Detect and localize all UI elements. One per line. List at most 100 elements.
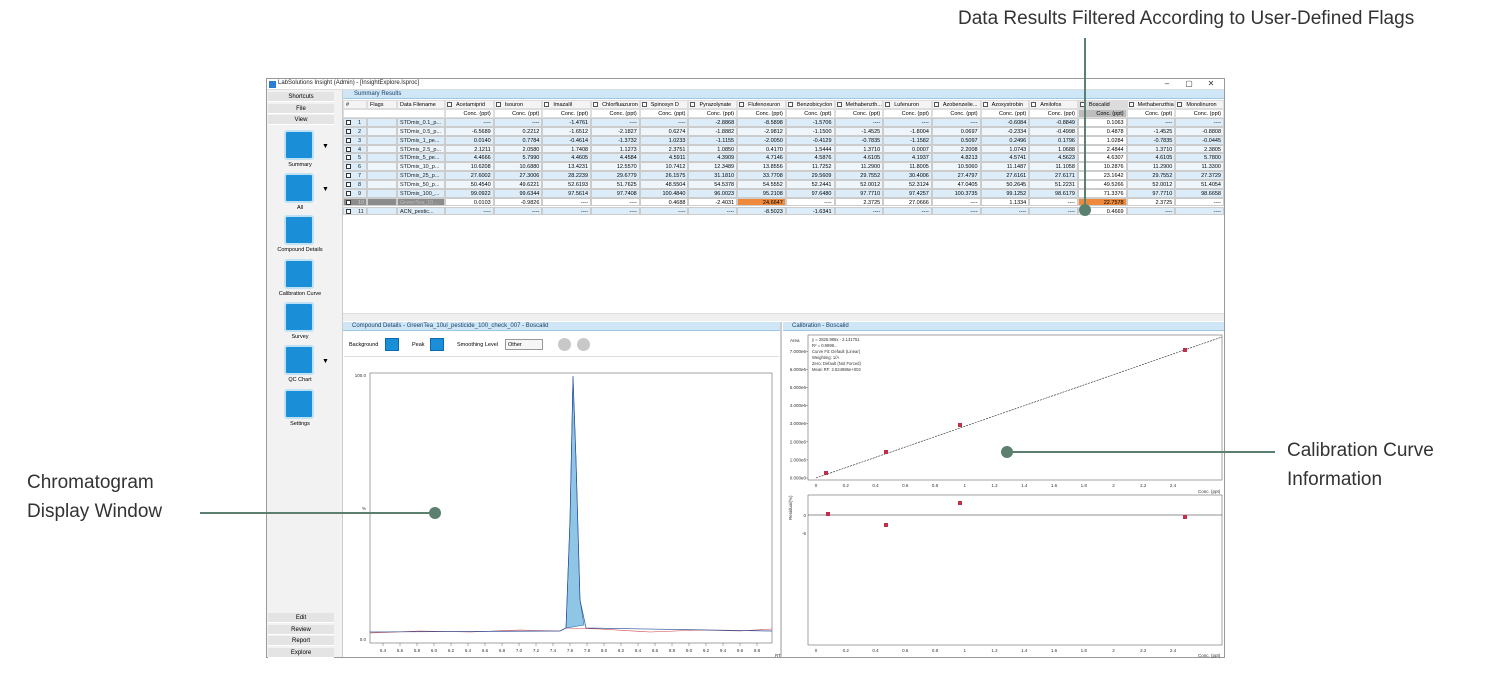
x-tick-label: 1.6 bbox=[1051, 483, 1058, 488]
value-cell: 52.6193 bbox=[542, 179, 592, 189]
smoothing-dropdown[interactable]: Other bbox=[505, 339, 543, 350]
value-cell: 27.6002 bbox=[445, 171, 494, 180]
value-cell: 10.5060 bbox=[931, 162, 981, 172]
residual-point bbox=[958, 501, 962, 505]
tool-label: Settings bbox=[290, 421, 310, 427]
sidebar-menu[interactable]: File bbox=[268, 103, 334, 114]
x-tick-label: 1 bbox=[963, 483, 966, 488]
y-tick-label: 2.000e6 bbox=[790, 439, 807, 444]
flags-cell bbox=[367, 126, 397, 136]
value-cell: 4.6307 bbox=[1077, 153, 1127, 163]
value-cell: 5.7800 bbox=[1175, 153, 1224, 163]
header-checkbox bbox=[1031, 102, 1037, 107]
tool-icon[interactable] bbox=[284, 215, 314, 245]
sidebar-menu[interactable]: Review bbox=[268, 624, 334, 635]
x-tick-label: 2.4 bbox=[1170, 483, 1177, 488]
toggle-button[interactable] bbox=[385, 338, 399, 351]
column-header[interactable]: Boscalid bbox=[1077, 100, 1127, 109]
value-cell: -0.7835 bbox=[1126, 135, 1176, 145]
calibration-info: Weighting: 1/A bbox=[812, 355, 839, 360]
flags-cell bbox=[367, 135, 397, 145]
tool-icon[interactable] bbox=[284, 302, 314, 332]
x-tick-label: 1.2 bbox=[991, 648, 998, 653]
unit-header: Conc. (ppt) bbox=[1029, 109, 1078, 118]
column-header[interactable]: Benzobicyclon bbox=[785, 100, 835, 109]
header-checkbox bbox=[593, 102, 599, 107]
value-cell: 48.5504 bbox=[639, 179, 689, 189]
value-cell: 71.3376 bbox=[1077, 188, 1127, 198]
value-cell: 47.0405 bbox=[931, 179, 981, 189]
row-number: 7 bbox=[343, 171, 367, 180]
column-header[interactable]: Amilofos bbox=[1029, 100, 1078, 109]
file-cell: GreenTea_10... bbox=[397, 197, 445, 207]
window-button[interactable]: ✕ bbox=[1207, 79, 1215, 88]
value-cell: 29.7552 bbox=[834, 171, 884, 180]
value-cell: 0.0697 bbox=[931, 126, 981, 136]
file-cell: STDmix_5_pe... bbox=[397, 153, 445, 163]
column-header[interactable]: Monolinuron bbox=[1175, 100, 1224, 109]
value-cell: -2.1827 bbox=[591, 126, 640, 136]
value-cell: 49.5266 bbox=[1077, 179, 1127, 189]
action-button[interactable] bbox=[558, 338, 571, 351]
calibration-frame bbox=[807, 334, 1223, 481]
sidebar-menu[interactable]: Shortcuts bbox=[268, 92, 334, 102]
file-cell: STDmix_100_... bbox=[397, 188, 445, 198]
value-cell: 4.4584 bbox=[591, 153, 640, 163]
column-header[interactable]: Chlorfluazuron bbox=[591, 100, 640, 109]
column-header[interactable]: Flufenoxuron bbox=[737, 100, 786, 109]
value-cell: 29.5609 bbox=[785, 171, 835, 180]
value-cell: 10.6208 bbox=[445, 162, 494, 172]
column-header[interactable]: Methabenzth... bbox=[834, 100, 884, 109]
column-header[interactable]: Imazalil bbox=[542, 100, 592, 109]
dropdown-caret: ▼ bbox=[322, 187, 329, 193]
column-header[interactable]: Isouron bbox=[493, 100, 543, 109]
tool-icon[interactable] bbox=[284, 345, 314, 375]
sidebar-menu[interactable]: Edit bbox=[268, 613, 334, 623]
column-header[interactable]: Azoxystrobin bbox=[980, 100, 1030, 109]
value-cell: 27.0666 bbox=[883, 197, 932, 207]
y-tick-label: 1.000e6 bbox=[790, 457, 807, 462]
row-number: 8 bbox=[343, 179, 367, 189]
tool-icon[interactable] bbox=[284, 130, 314, 160]
column-header[interactable]: Pyrazolynate bbox=[688, 100, 738, 109]
tool-icon[interactable] bbox=[284, 173, 314, 203]
value-cell: -0.6084 bbox=[980, 118, 1030, 127]
unit-header: Conc. (ppt) bbox=[834, 109, 884, 118]
value-cell: 11.8005 bbox=[883, 162, 932, 172]
window-button[interactable]: ▢ bbox=[1185, 79, 1193, 88]
sidebar-menu[interactable]: Explore bbox=[268, 647, 334, 658]
value-cell: -0.4129 bbox=[785, 135, 835, 145]
toggle-button[interactable] bbox=[430, 338, 444, 351]
value-cell: 1.0850 bbox=[688, 144, 738, 154]
value-cell: 0.2212 bbox=[493, 126, 543, 136]
plot-area bbox=[344, 356, 779, 656]
column-header[interactable]: Methabenzthiaz... bbox=[1126, 100, 1176, 109]
x-tick-label: 5.4 bbox=[380, 648, 387, 653]
header-checkbox bbox=[836, 102, 842, 107]
value-cell: 12.3489 bbox=[688, 162, 738, 172]
value-cell: -8.5023 bbox=[737, 206, 786, 216]
column-header[interactable]: Spinosyn D bbox=[639, 100, 689, 109]
column-header[interactable]: Azobenzeile... bbox=[931, 100, 981, 109]
tool-icon[interactable] bbox=[284, 389, 314, 419]
y-tick-label: 4.000e6 bbox=[790, 403, 807, 408]
tool-icon[interactable] bbox=[284, 259, 314, 289]
value-cell: -1.1155 bbox=[688, 135, 738, 145]
value-cell: 23.1642 bbox=[1077, 171, 1127, 180]
action-button[interactable] bbox=[577, 338, 590, 351]
value-cell: ---- bbox=[542, 206, 592, 216]
x-tick-label: 0.4 bbox=[872, 648, 879, 653]
sidebar-menu[interactable]: Report bbox=[268, 636, 334, 646]
window-button[interactable]: – bbox=[1164, 79, 1170, 88]
value-cell: 27.3729 bbox=[1175, 171, 1224, 180]
value-cell: 1.7408 bbox=[542, 144, 592, 154]
value-cell: ---- bbox=[639, 118, 689, 127]
x-tick-label: 8.2 bbox=[618, 648, 625, 653]
sidebar-menu[interactable]: View bbox=[268, 115, 334, 125]
value-cell: 13.8556 bbox=[737, 162, 786, 172]
dropdown-caret: ▼ bbox=[322, 359, 329, 365]
column-header[interactable]: Lufenuron bbox=[883, 100, 932, 109]
column-header: Data Filename bbox=[397, 100, 445, 109]
column-header[interactable]: Acetamiprid bbox=[445, 100, 494, 109]
